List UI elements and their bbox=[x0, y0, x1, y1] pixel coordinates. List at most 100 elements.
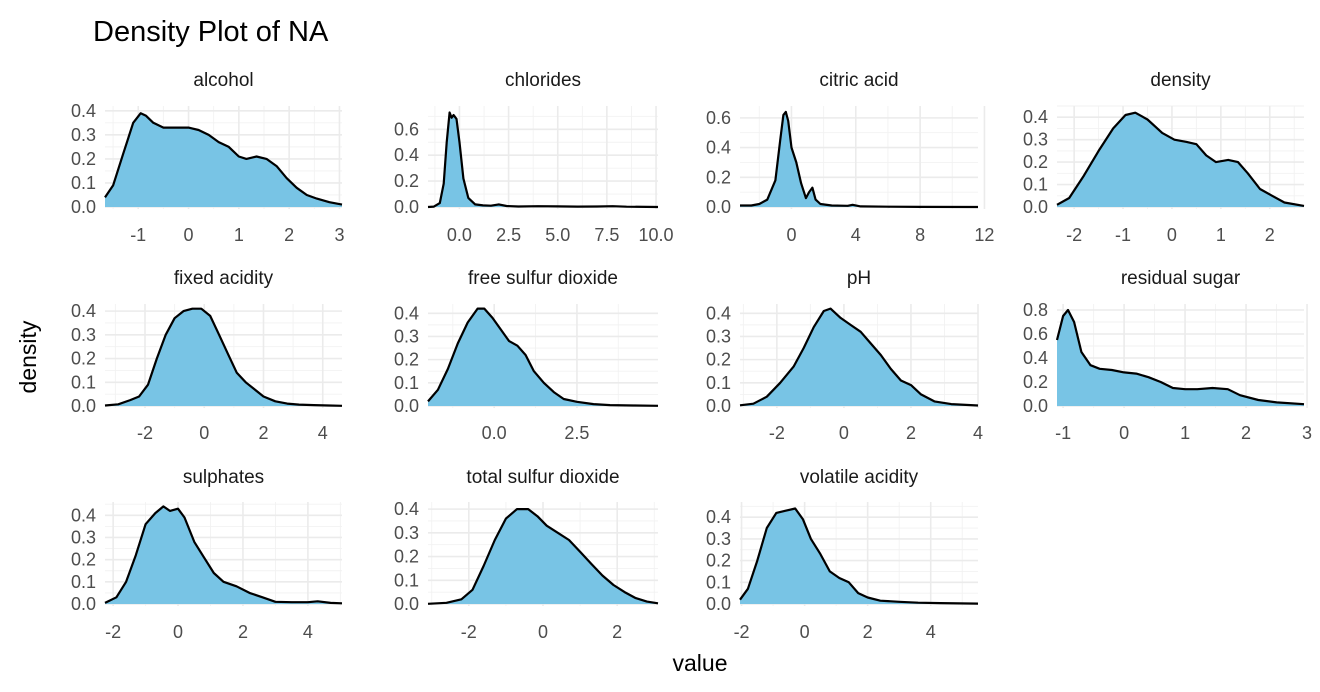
y-tick-label: 0.2 bbox=[706, 167, 731, 187]
x-tick-label: 12 bbox=[974, 225, 994, 245]
chart-title: Density Plot of NA bbox=[93, 16, 329, 48]
density-curve bbox=[1055, 308, 1305, 406]
density-curve bbox=[1056, 111, 1305, 207]
y-tick-label: 0.6 bbox=[1023, 324, 1048, 344]
y-tick-label: 0.0 bbox=[1023, 197, 1048, 217]
y-tick-label: 0.8 bbox=[1023, 300, 1048, 320]
x-tick-label: -2 bbox=[105, 622, 121, 642]
x-tick-label: 0.0 bbox=[482, 423, 507, 443]
facet-panel: -1 0 1 2 3 0.0 0.1 0.2 0.3 0.4 alcohol bbox=[71, 70, 345, 245]
x-tick-label: 5.0 bbox=[545, 225, 570, 245]
density-area bbox=[1057, 112, 1304, 207]
facet-panel: -2 0 2 0.0 0.1 0.2 0.3 0.4 total sulfur dioxide bbox=[394, 467, 659, 642]
y-tick-label: 0.6 bbox=[394, 119, 419, 139]
facet-panel: 0 4 8 12 0.0 0.2 0.4 0.6 citric acid bbox=[706, 70, 994, 245]
x-tick-label: -2 bbox=[1066, 225, 1082, 245]
y-tick-label: 0.4 bbox=[706, 138, 731, 158]
x-tick-label: 0 bbox=[1167, 225, 1177, 245]
facet-panel: 0.0 2.5 5.0 7.5 10.0 0.0 0.2 0.4 0.6 chlorides bbox=[394, 70, 674, 245]
y-tick-label: 0.0 bbox=[394, 197, 419, 217]
y-tick-label: 0.1 bbox=[706, 572, 731, 592]
y-tick-label: 0.3 bbox=[71, 125, 96, 145]
y-tick-label: 0.3 bbox=[394, 326, 419, 346]
x-tick-label: 2 bbox=[1241, 423, 1251, 443]
density-curve bbox=[739, 307, 979, 407]
y-tick-label: 0.3 bbox=[394, 523, 419, 543]
y-tick-label: 0.2 bbox=[394, 171, 419, 191]
y-tick-label: 0.2 bbox=[1023, 372, 1048, 392]
density-area bbox=[428, 509, 658, 604]
y-tick-label: 0.0 bbox=[71, 396, 96, 416]
facet-strip-label: density bbox=[1150, 70, 1211, 91]
x-tick-label: 2 bbox=[258, 423, 268, 443]
x-tick-label: 0 bbox=[1119, 423, 1129, 443]
x-tick-label: -2 bbox=[734, 622, 750, 642]
y-tick-label: 0.2 bbox=[71, 149, 96, 169]
density-area bbox=[428, 308, 658, 406]
x-tick-label: 4 bbox=[973, 423, 983, 443]
x-tick-label: 10.0 bbox=[639, 225, 674, 245]
facet-panel: -2 0 2 4 0.00.10.2 0.30.4 sulphates bbox=[71, 467, 343, 642]
y-tick-label: 0.3 bbox=[71, 527, 96, 547]
y-tick-label: 0.2 bbox=[394, 547, 419, 567]
y-tick-label: 0.0 bbox=[71, 594, 96, 614]
density-curve bbox=[427, 111, 659, 209]
x-tick-label: -1 bbox=[130, 225, 146, 245]
y-tick-label: 0.1 bbox=[1023, 175, 1048, 195]
density-area bbox=[1057, 310, 1304, 406]
x-tick-label: 2 bbox=[1265, 225, 1275, 245]
density-area bbox=[105, 113, 342, 207]
x-tick-label: 2 bbox=[612, 622, 622, 642]
facet-strip-label: free sulfur dioxide bbox=[468, 268, 618, 289]
x-tick-label: 0.0 bbox=[447, 225, 472, 245]
facet-panel: -2 0 2 4 0.0 0.1 0.2 0.3 0.4 pH bbox=[706, 268, 983, 443]
x-axis-title: value bbox=[673, 650, 728, 676]
facet-strip-label: citric acid bbox=[819, 70, 898, 91]
density-area bbox=[740, 308, 978, 406]
x-tick-label: 3 bbox=[1302, 423, 1312, 443]
x-tick-label: -2 bbox=[769, 423, 785, 443]
x-tick-label: -1 bbox=[1055, 423, 1071, 443]
density-curve bbox=[739, 507, 979, 605]
facet-panel: -2 0 2 4 0.0 0.1 0.2 0.3 0.4 fixed acidity bbox=[71, 268, 343, 443]
density-area bbox=[740, 111, 978, 207]
y-tick-label: 0.4 bbox=[394, 145, 419, 165]
x-tick-label: 2 bbox=[238, 622, 248, 642]
y-tick-label: 0.4 bbox=[706, 507, 731, 527]
y-tick-label: 0.1 bbox=[706, 373, 731, 393]
y-tick-label: 0.1 bbox=[71, 572, 96, 592]
x-tick-label: 4 bbox=[318, 423, 328, 443]
x-tick-label: -1 bbox=[1115, 225, 1131, 245]
x-tick-label: 0 bbox=[800, 622, 810, 642]
y-tick-label: 0.3 bbox=[706, 529, 731, 549]
x-tick-label: 8 bbox=[915, 225, 925, 245]
facet-panel: -2 -1 0 1 2 0.00.1 0.20.3 0.4 density bbox=[1023, 70, 1305, 245]
y-tick-label: 0.1 bbox=[71, 173, 96, 193]
y-tick-label: 0.2 bbox=[394, 350, 419, 370]
facet-strip-label: total sulfur dioxide bbox=[466, 467, 619, 488]
x-tick-label: 4 bbox=[851, 225, 861, 245]
y-tick-label: 0.4 bbox=[706, 303, 731, 323]
x-tick-label: 0 bbox=[184, 225, 194, 245]
x-tick-label: -2 bbox=[461, 622, 477, 642]
facet-strip-label: chlorides bbox=[505, 70, 581, 91]
x-tick-label: 2.5 bbox=[564, 423, 589, 443]
facet-strip-label: pH bbox=[847, 268, 871, 289]
density-area bbox=[428, 112, 658, 207]
y-tick-label: 0.3 bbox=[1023, 130, 1048, 150]
x-tick-label: 0 bbox=[173, 622, 183, 642]
y-tick-label: 0.1 bbox=[71, 372, 96, 392]
y-tick-label: 0.4 bbox=[71, 101, 96, 121]
facet-strip-label: residual sugar bbox=[1121, 268, 1241, 289]
density-curve bbox=[104, 112, 343, 206]
y-tick-label: 0.0 bbox=[394, 594, 419, 614]
density-curve bbox=[104, 505, 343, 605]
y-tick-label: 0.2 bbox=[71, 550, 96, 570]
x-tick-label: -2 bbox=[137, 423, 153, 443]
y-tick-label: 0.4 bbox=[394, 499, 419, 519]
y-tick-label: 0.3 bbox=[71, 325, 96, 345]
x-tick-label: 0 bbox=[538, 622, 548, 642]
y-tick-label: 0.2 bbox=[1023, 152, 1048, 172]
x-tick-label: 0 bbox=[199, 423, 209, 443]
density-curve bbox=[427, 307, 659, 407]
